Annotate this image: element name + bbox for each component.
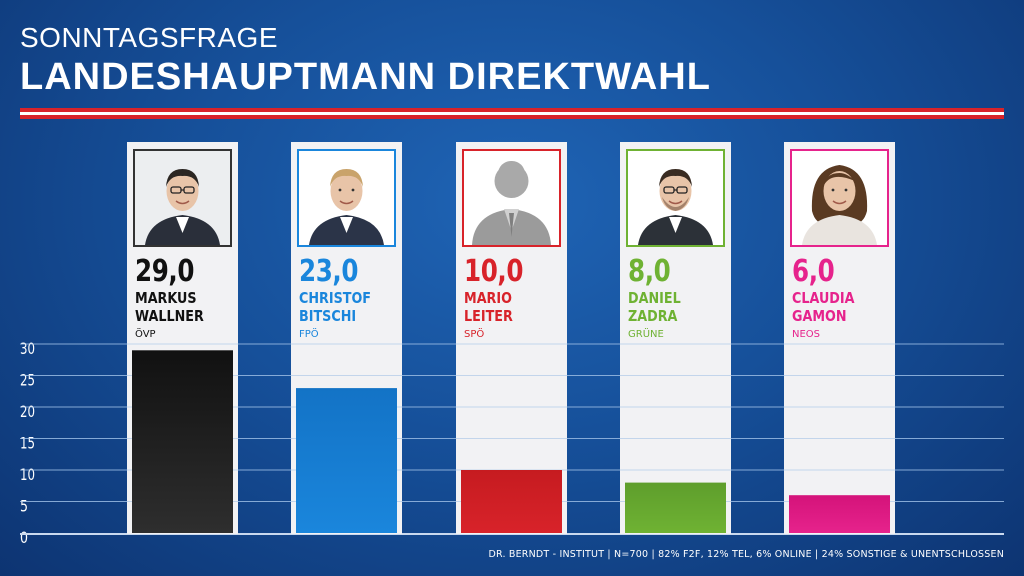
candidate-photo: [626, 149, 725, 247]
data-label: 6,0: [792, 254, 835, 289]
y-tick-label: 25: [20, 371, 35, 390]
candidate-first-name: CHRISTOF: [299, 289, 372, 307]
candidate-name: MARIO LEITER: [464, 289, 513, 325]
candidate-last-name: BITSCHI: [299, 307, 357, 325]
party-label: SPÖ: [464, 329, 485, 340]
flag-stripe-red-top: [20, 108, 1004, 112]
candidate-first-name: DANIEL: [628, 289, 681, 307]
party-label: FPÖ: [299, 329, 319, 340]
candidate-photo: [297, 149, 396, 247]
y-tick-label: 15: [20, 434, 35, 453]
candidate-first-name: CLAUDIA: [792, 289, 855, 307]
chart-subtitle: SONNTAGSFRAGE: [20, 22, 279, 53]
data-label: 10,0: [464, 254, 524, 289]
candidate-last-name: LEITER: [464, 307, 513, 325]
candidate-last-name: ZADRA: [628, 307, 678, 325]
candidate-name: DANIEL ZADRA: [628, 289, 681, 325]
y-tick-label: 5: [20, 497, 28, 516]
candidate-photo: [462, 149, 561, 247]
y-tick-label: 20: [20, 402, 35, 421]
data-label: 8,0: [628, 254, 671, 289]
party-label: GRÜNE: [628, 329, 664, 340]
y-tick-label: 10: [20, 465, 35, 484]
party-label: NEOS: [792, 329, 821, 340]
candidate-last-name: WALLNER: [135, 307, 204, 325]
candidate-photo: [133, 149, 232, 247]
candidate-last-name: GAMON: [792, 307, 847, 325]
candidate-first-name: MARIO: [464, 289, 512, 307]
source-footnote: DR. BERNDT - INSTITUT | N=700 | 82% F2F,…: [488, 549, 1004, 560]
candidate-name: CLAUDIA GAMON: [792, 289, 855, 325]
candidate-photo: [790, 149, 889, 247]
y-tick-label: 0: [20, 528, 28, 547]
party-label: ÖVP: [135, 329, 156, 340]
data-label: 23,0: [299, 254, 359, 289]
chart-title: LANDESHAUPTMANN DIREKTWAHL: [20, 56, 711, 98]
data-label: 29,0: [135, 254, 195, 289]
flag-stripe-red-bottom: [20, 115, 1004, 119]
candidate-name: MARKUS WALLNER: [135, 289, 204, 325]
y-tick-label: 30: [20, 339, 35, 358]
flag-stripe-white: [20, 112, 1004, 115]
candidate-name: CHRISTOF BITSCHI: [299, 289, 371, 325]
candidate-first-name: MARKUS: [135, 289, 197, 307]
